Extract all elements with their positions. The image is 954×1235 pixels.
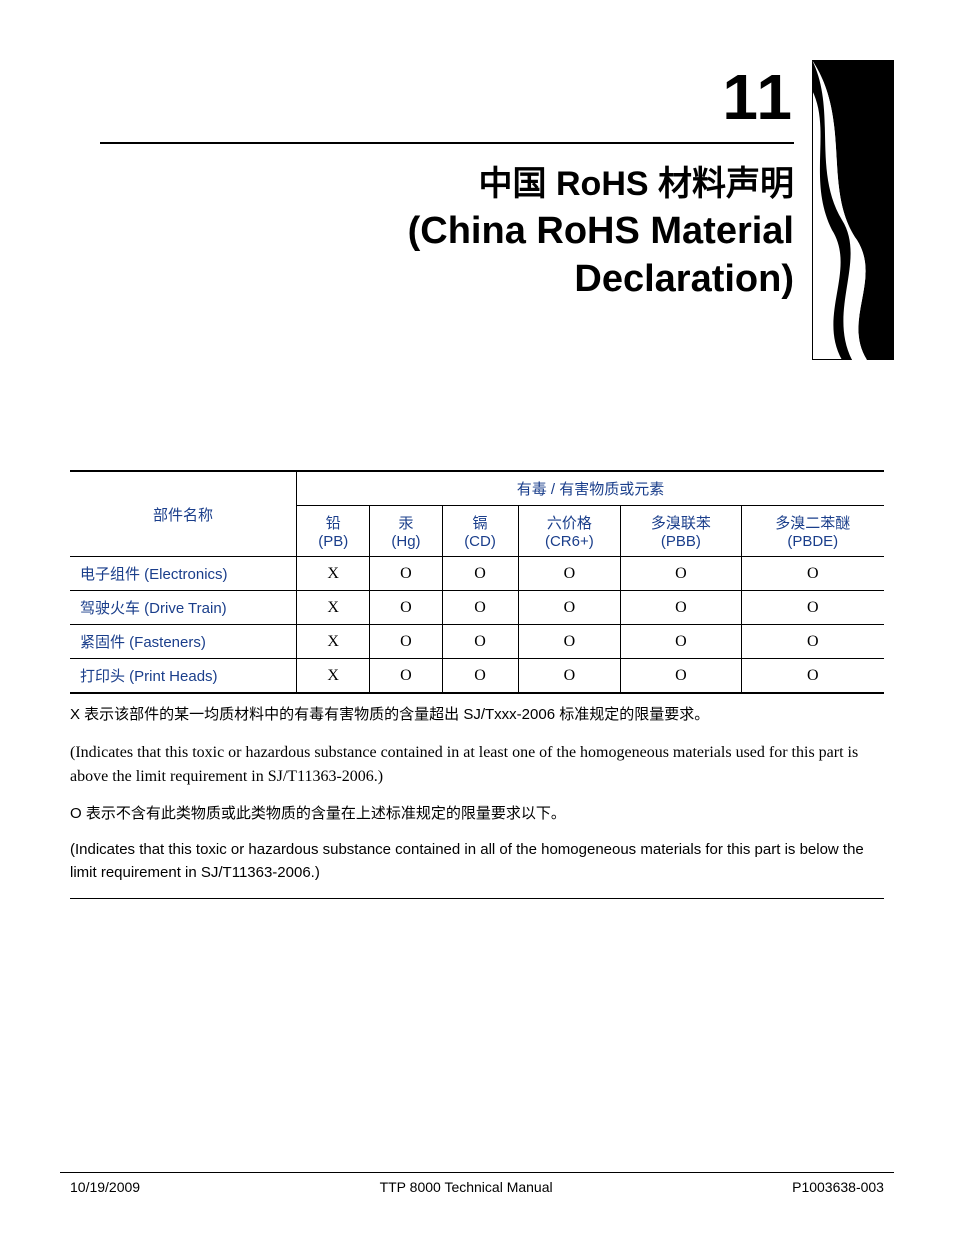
part-cell: 打印头 (Print Heads) xyxy=(70,659,297,694)
table-row: 打印头 (Print Heads) X O O O O O xyxy=(70,659,884,694)
table-row: 驾驶火车 (Drive Train) X O O O O O xyxy=(70,591,884,625)
page-footer: 10/19/2009 TTP 8000 Technical Manual P10… xyxy=(60,1172,894,1195)
col-pbb-cn: 多溴联苯 xyxy=(651,515,711,532)
value-cell: O xyxy=(442,557,518,591)
value-cell: O xyxy=(518,659,621,694)
value-cell: O xyxy=(621,659,741,694)
value-cell: O xyxy=(518,591,621,625)
chapter-header: 11 中国 RoHS 材料声明 (China RoHS Material Dec… xyxy=(100,60,894,360)
chapter-title-en-line2: Declaration) xyxy=(100,258,794,302)
chapter-number: 11 xyxy=(100,60,794,134)
footer-doc-title: TTP 8000 Technical Manual xyxy=(380,1179,553,1195)
notes-rule xyxy=(70,898,884,899)
chapter-title-en-line1: (China RoHS Material xyxy=(100,210,794,254)
content-area: 部件名称 有毒 / 有害物质或元素 铅(PB) 汞(Hg) 镉(CD) 六价格(… xyxy=(60,470,894,899)
col-hg-cn: 汞 xyxy=(398,515,413,532)
col-pbb-code: (PBB) xyxy=(661,533,701,550)
value-cell: O xyxy=(442,591,518,625)
chapter-title-cn: 中国 RoHS 材料声明 xyxy=(100,162,794,206)
chapter-text-column: 11 中国 RoHS 材料声明 (China RoHS Material Dec… xyxy=(100,60,812,302)
col-cd: 镉(CD) xyxy=(442,506,518,557)
col-cd-cn: 镉 xyxy=(473,515,488,532)
col-cr6-cn: 六价格 xyxy=(547,515,592,532)
chapter-row: 11 中国 RoHS 材料声明 (China RoHS Material Dec… xyxy=(100,60,894,360)
part-cell: 电子组件 (Electronics) xyxy=(70,557,297,591)
footer-part-number: P1003638-003 xyxy=(792,1179,884,1195)
value-cell: O xyxy=(442,625,518,659)
col-substance-group: 有毒 / 有害物质或元素 xyxy=(297,471,885,506)
chapter-rule xyxy=(100,142,794,144)
page: 11 中国 RoHS 材料声明 (China RoHS Material Dec… xyxy=(0,0,954,1235)
footer-date: 10/19/2009 xyxy=(70,1179,140,1195)
table-row: 紧固件 (Fasteners) X O O O O O xyxy=(70,625,884,659)
value-cell: O xyxy=(518,557,621,591)
col-hg-code: (Hg) xyxy=(391,533,420,550)
value-cell: X xyxy=(297,557,370,591)
note-o-cn: O 表示不含有此类物质或此类物质的含量在上述标准规定的限量要求以下。 xyxy=(70,803,884,826)
part-cell: 驾驶火车 (Drive Train) xyxy=(70,591,297,625)
note-x-cn: X 表示该部件的某一均质材料中的有毒有害物质的含量超出 SJ/Txxx-2006… xyxy=(70,704,884,727)
value-cell: O xyxy=(621,591,741,625)
col-cr6: 六价格(CR6+) xyxy=(518,506,621,557)
col-pb-code: (PB) xyxy=(318,533,348,550)
value-cell: O xyxy=(741,625,884,659)
col-pb: 铅(PB) xyxy=(297,506,370,557)
value-cell: O xyxy=(370,625,442,659)
value-cell: O xyxy=(621,557,741,591)
col-pbde: 多溴二苯醚(PBDE) xyxy=(741,506,884,557)
note-x-en: (Indicates that this toxic or hazardous … xyxy=(70,741,884,789)
col-hg: 汞(Hg) xyxy=(370,506,442,557)
value-cell: X xyxy=(297,591,370,625)
col-cd-code: (CD) xyxy=(464,533,496,550)
footer-rule xyxy=(60,1172,894,1173)
value-cell: X xyxy=(297,625,370,659)
col-cr6-code: (CR6+) xyxy=(545,533,594,550)
col-pbde-code: (PBDE) xyxy=(787,533,838,550)
value-cell: O xyxy=(518,625,621,659)
table-row: 电子组件 (Electronics) X O O O O O xyxy=(70,557,884,591)
value-cell: X xyxy=(297,659,370,694)
col-pbb: 多溴联苯(PBB) xyxy=(621,506,741,557)
value-cell: O xyxy=(741,659,884,694)
rohs-table: 部件名称 有毒 / 有害物质或元素 铅(PB) 汞(Hg) 镉(CD) 六价格(… xyxy=(70,470,884,694)
notes-block: X 表示该部件的某一均质材料中的有毒有害物质的含量超出 SJ/Txxx-2006… xyxy=(70,704,884,899)
value-cell: O xyxy=(370,557,442,591)
part-cell: 紧固件 (Fasteners) xyxy=(70,625,297,659)
col-pbde-cn: 多溴二苯醚 xyxy=(775,515,850,532)
value-cell: O xyxy=(621,625,741,659)
note-o-en: (Indicates that this toxic or hazardous … xyxy=(70,839,884,884)
value-cell: O xyxy=(741,591,884,625)
value-cell: O xyxy=(442,659,518,694)
col-pb-cn: 铅 xyxy=(326,515,341,532)
zebra-logo-icon xyxy=(812,60,894,360)
footer-row: 10/19/2009 TTP 8000 Technical Manual P10… xyxy=(60,1179,894,1195)
value-cell: O xyxy=(370,659,442,694)
value-cell: O xyxy=(741,557,884,591)
value-cell: O xyxy=(370,591,442,625)
col-part-name: 部件名称 xyxy=(70,471,297,557)
